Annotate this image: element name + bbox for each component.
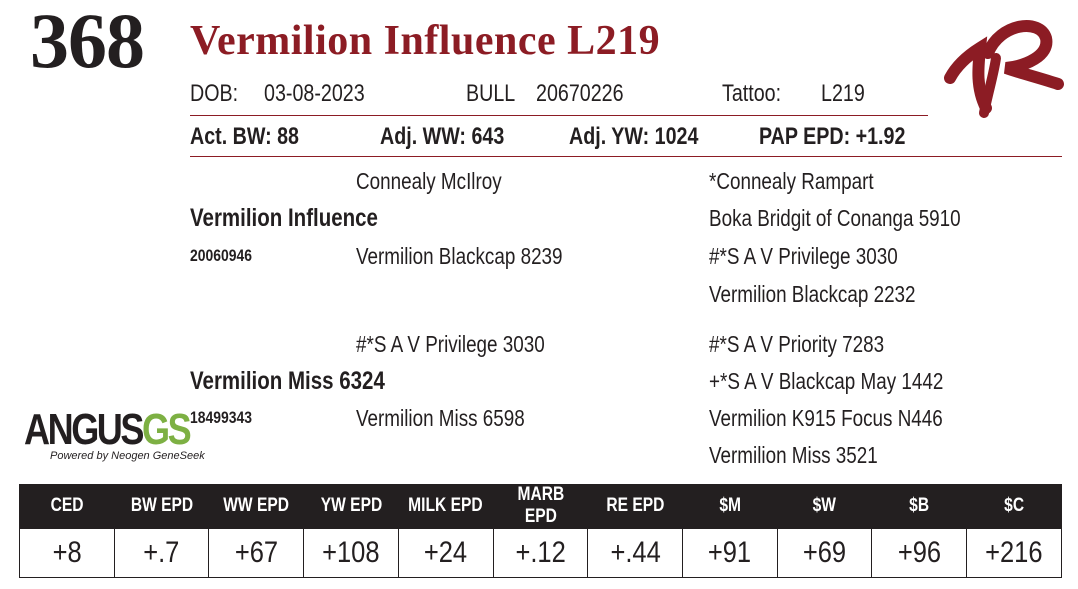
- epd-header: YW EPD: [303, 484, 399, 529]
- dam-dam-sire: Vermilion K915 Focus N446: [709, 405, 943, 431]
- sire-registration: 20060946: [190, 246, 253, 265]
- epd-header: $B: [871, 484, 967, 529]
- dam-dam: Vermilion Miss 6598: [356, 405, 525, 431]
- epd-value: +96: [871, 528, 968, 578]
- sire-dam-dam: Vermilion Blackcap 2232: [709, 281, 916, 307]
- epd-value: +.7: [113, 528, 210, 578]
- epd-value: +24: [397, 528, 494, 578]
- epd-value: +.44: [587, 528, 684, 578]
- epd-header-row: CED BW EPD WW EPD YW EPD MILK EPD MARB E…: [19, 484, 1062, 529]
- dob-value: 03-08-2023: [264, 80, 365, 107]
- dam-sire-sire: #*S A V Priority 7283: [709, 331, 885, 357]
- dam-dam-dam: Vermilion Miss 3521: [709, 442, 878, 468]
- pap-epd: PAP EPD: +1.92: [759, 123, 906, 150]
- tattoo-value: L219: [821, 80, 865, 107]
- epd-header: BW EPD: [113, 484, 209, 529]
- sire-sire: Connealy McIlroy: [356, 168, 502, 194]
- adjusted-weaning-weight: Adj. WW: 643: [380, 123, 505, 150]
- sire-name: Vermilion Influence: [190, 204, 378, 232]
- sire-dam-sire: #*S A V Privilege 3030: [709, 243, 898, 269]
- epd-value: +8: [19, 528, 115, 578]
- sire-dam: Vermilion Blackcap 8239: [356, 243, 563, 269]
- dam-name: Vermilion Miss 6324: [190, 367, 385, 395]
- performance-divider: [190, 156, 1062, 157]
- sire-sire-sire: *Connealy Rampart: [709, 168, 874, 194]
- epd-header: RE EPD: [587, 484, 683, 529]
- epd-value: +108: [303, 528, 399, 578]
- dam-registration: 18499343: [190, 408, 253, 427]
- epd-value-row: +8 +.7 +67 +108 +24 +.12 +.44 +91 +69 +9…: [19, 528, 1062, 578]
- epd-value: +.12: [492, 528, 589, 578]
- details-divider: [190, 115, 928, 116]
- logo-text-angus: ANGUS: [24, 405, 144, 454]
- sire-sire-dam: Boka Bridgit of Conanga 5910: [709, 205, 961, 231]
- epd-header: MILK EPD: [397, 484, 494, 529]
- epd-value: +216: [966, 528, 1062, 578]
- sex-label: BULL: [466, 80, 516, 107]
- actual-birth-weight: Act. BW: 88: [190, 123, 299, 150]
- angus-gs-logo: ANGUSGS Powered by Neogen GeneSeek: [24, 405, 225, 463]
- tattoo-label: Tattoo:: [722, 80, 782, 107]
- epd-value: +69: [776, 528, 873, 578]
- epd-value: +91: [682, 528, 778, 578]
- adjusted-yearling-weight: Adj. YW: 1024: [569, 123, 699, 150]
- dam-sire-dam: +*S A V Blackcap May 1442: [709, 368, 944, 394]
- epd-header: $C: [966, 484, 1062, 529]
- epd-header: WW EPD: [208, 484, 304, 529]
- dam-sire: #*S A V Privilege 3030: [356, 331, 545, 357]
- lot-number: 368: [30, 0, 145, 84]
- epd-header: $M: [682, 484, 778, 529]
- animal-name: Vermilion Influence L219: [190, 18, 661, 64]
- epd-header: CED: [19, 484, 115, 529]
- registration-number: 20670226: [536, 80, 624, 107]
- epd-header: $W: [776, 484, 872, 529]
- vr-brand-icon: [940, 8, 1065, 131]
- logo-text-gs: GS: [142, 405, 192, 454]
- epd-value: +67: [208, 528, 305, 578]
- epd-header: MARB EPD: [492, 484, 588, 529]
- epd-table: CED BW EPD WW EPD YW EPD MILK EPD MARB E…: [19, 484, 1062, 578]
- dob-label: DOB:: [190, 80, 239, 107]
- logo-tagline: Powered by Neogen GeneSeek: [50, 450, 205, 462]
